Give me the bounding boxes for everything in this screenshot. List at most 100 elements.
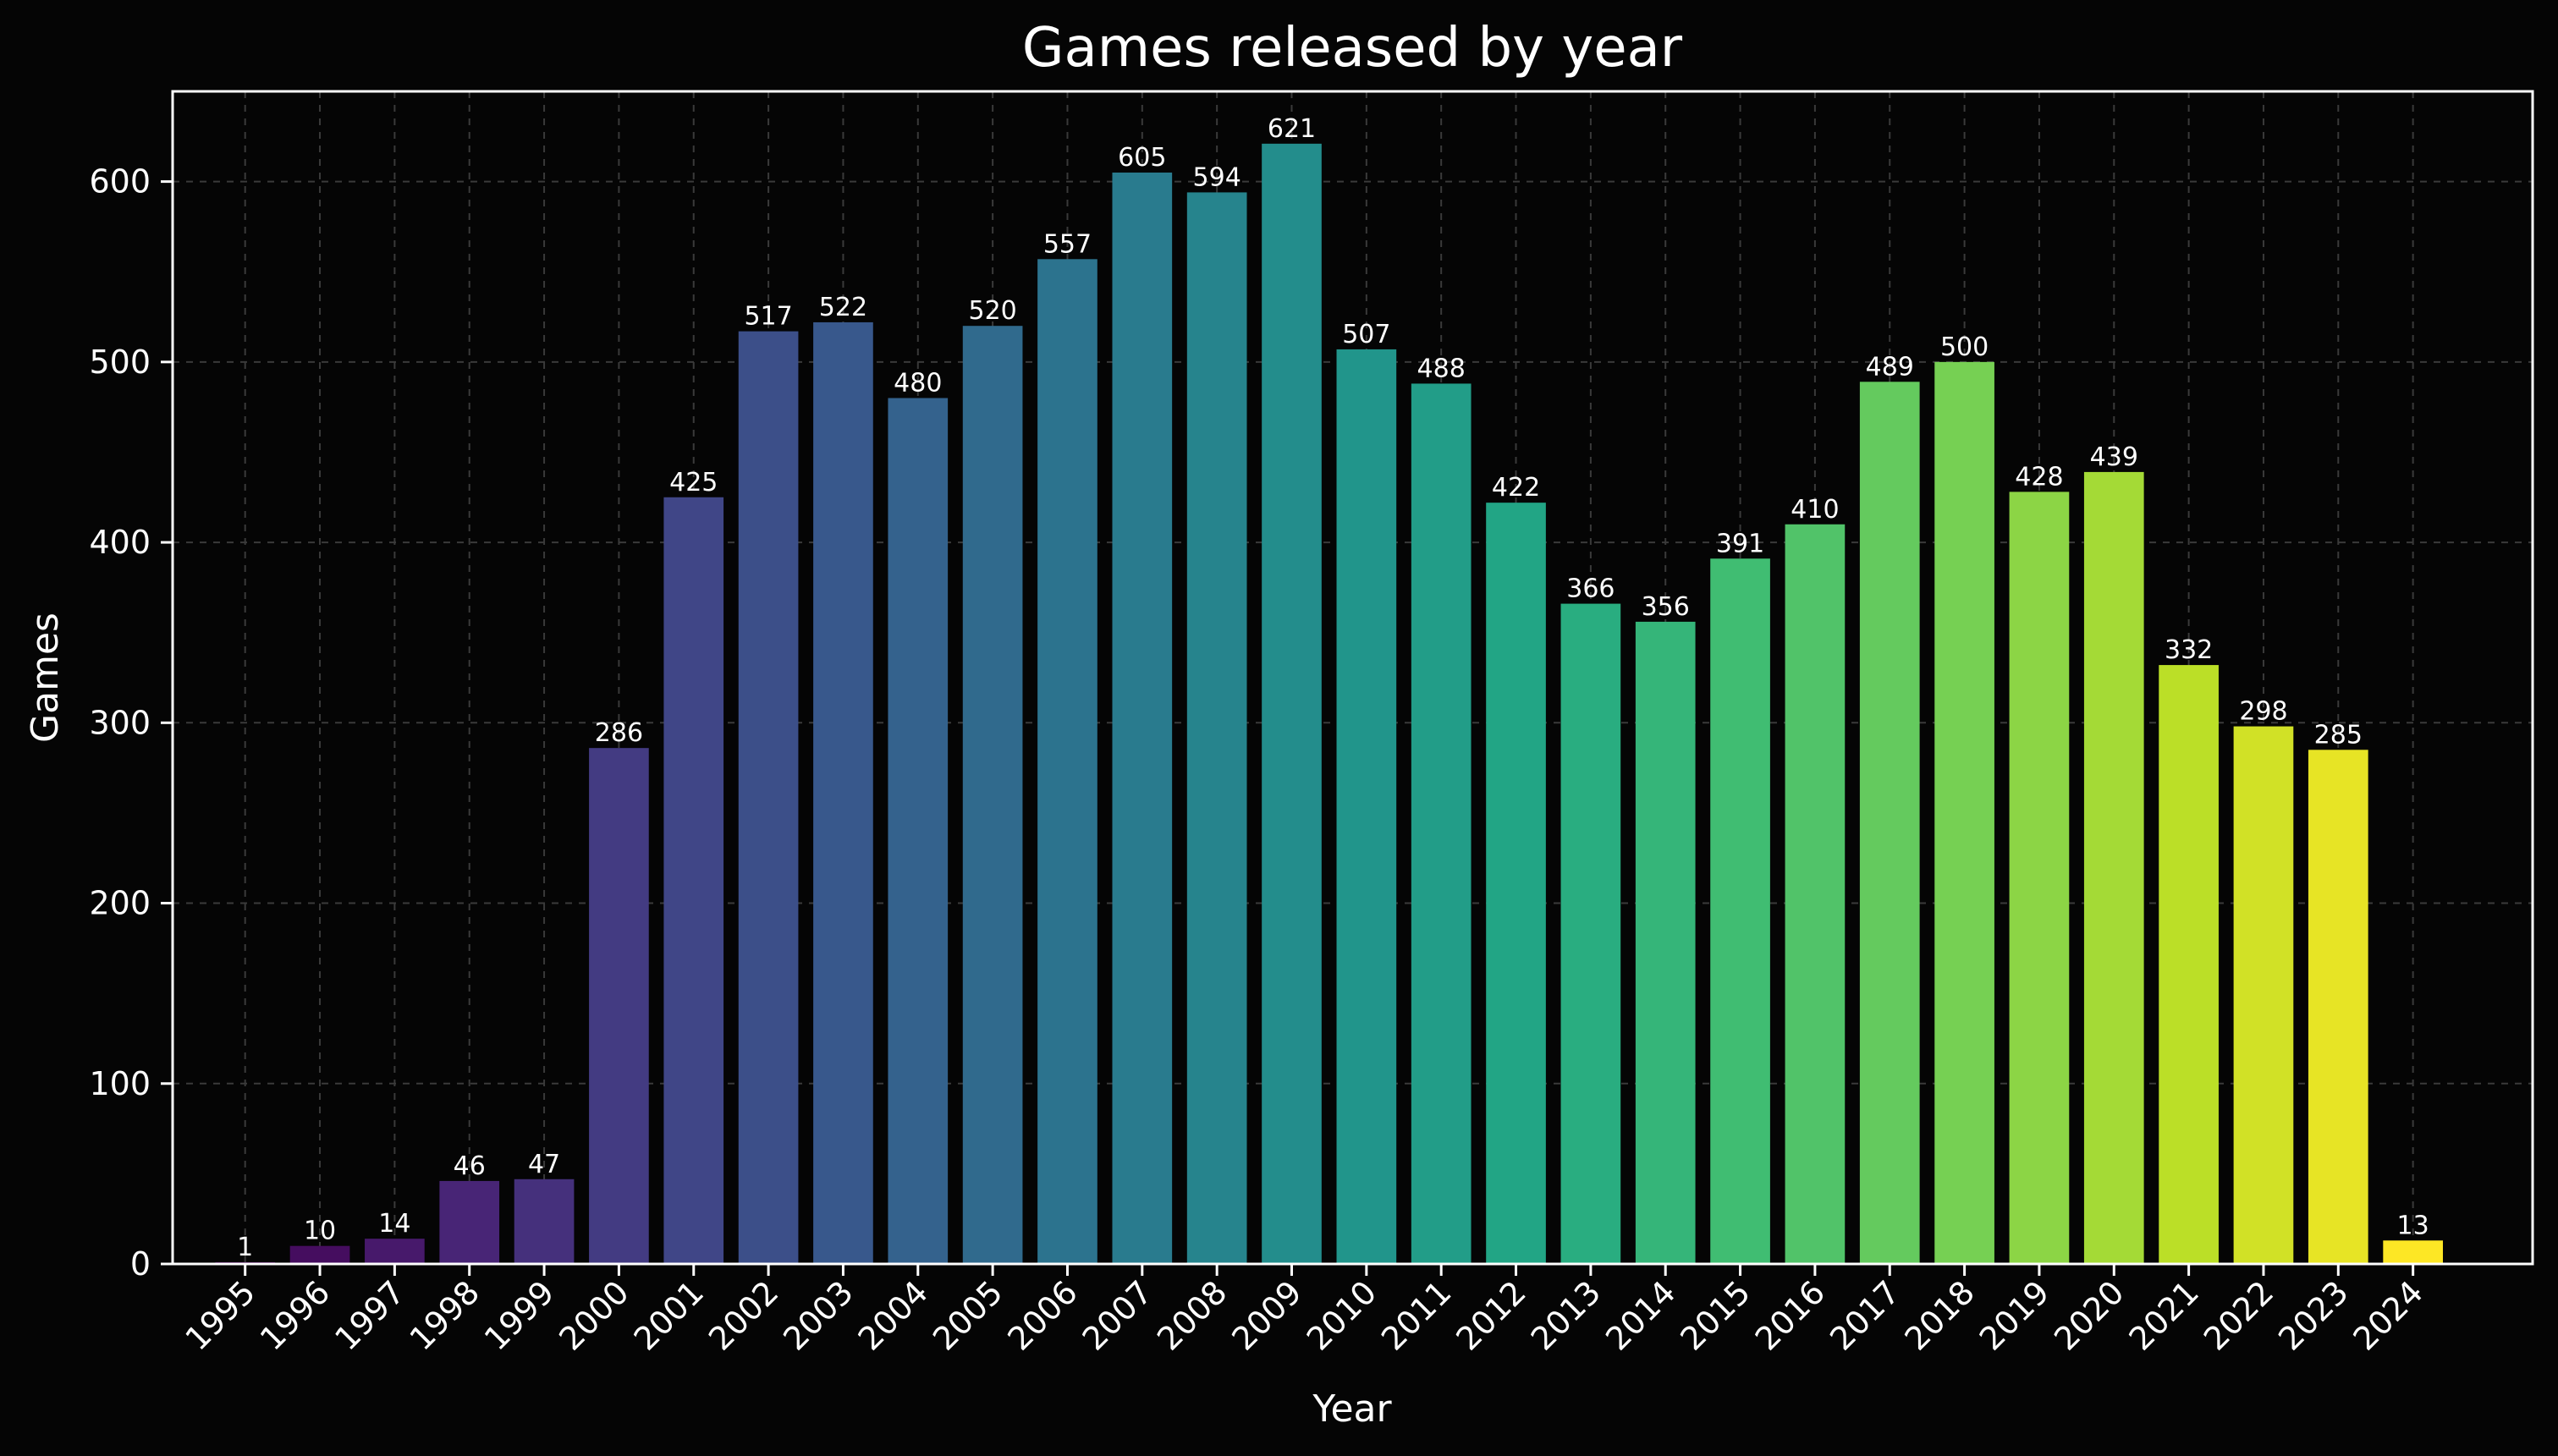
data-label-2015: 391 [1716, 529, 1764, 558]
x-tick-label: 2005 [926, 1273, 1010, 1358]
data-label-2011: 488 [1417, 354, 1466, 383]
data-label-2010: 507 [1342, 320, 1390, 349]
data-labels-layer: 1 10 14 46 47 286 425 517 522 480 520 557 605 594 621 5… [237, 114, 2429, 1262]
x-tick-label: 1999 [477, 1273, 562, 1358]
data-label-2017: 489 [1866, 352, 1914, 382]
bar-2013 [1560, 603, 1621, 1264]
data-label-1999: 47 [528, 1150, 560, 1179]
bar-2014 [1635, 621, 1696, 1264]
x-tick-label: 2009 [1224, 1273, 1309, 1358]
bar-2012 [1486, 503, 1546, 1264]
y-tick-label: 400 [89, 524, 151, 561]
bar-2022 [2233, 726, 2294, 1264]
data-label-2018: 500 [1940, 332, 1989, 362]
bar-2010 [1336, 349, 1397, 1264]
plot-frame [171, 90, 2534, 1266]
x-tick-label: 2016 [1748, 1273, 1833, 1358]
x-tick-label: 2014 [1598, 1273, 1683, 1358]
x-tick-label: 2002 [701, 1273, 786, 1358]
x-tick-label: 2023 [2271, 1273, 2356, 1358]
bar-1998 [439, 1180, 500, 1264]
data-label-2007: 605 [1118, 143, 1166, 173]
data-label-1995: 1 [237, 1233, 253, 1262]
bar-2002 [738, 331, 799, 1264]
x-axis-label: Year [1312, 1387, 1392, 1431]
data-label-1998: 46 [454, 1151, 486, 1181]
x-tick-label: 2010 [1300, 1273, 1384, 1358]
data-label-2005: 520 [968, 296, 1016, 326]
data-label-2002: 517 [744, 302, 792, 332]
x-tick-label: 2006 [1000, 1273, 1085, 1358]
x-tick-label: 2003 [776, 1273, 861, 1358]
data-label-2023: 285 [2314, 720, 2363, 750]
data-label-2003: 522 [819, 293, 867, 322]
bar-2009 [1262, 143, 1322, 1265]
x-tick-label: 2004 [851, 1273, 936, 1358]
y-tick-label: 200 [89, 885, 151, 922]
data-label-2021: 332 [2165, 635, 2213, 665]
x-tick-label: 2012 [1449, 1273, 1533, 1358]
x-tick-label: 1997 [327, 1273, 412, 1358]
data-label-2019: 428 [2015, 462, 2063, 492]
data-label-2014: 356 [1642, 592, 1690, 622]
x-tick-label: 1996 [253, 1273, 338, 1358]
bar-2024 [2383, 1240, 2443, 1264]
bar-2015 [1710, 558, 1770, 1264]
y-tick-label: 0 [130, 1245, 151, 1283]
x-tick-label: 2008 [1150, 1273, 1235, 1358]
bar-2001 [663, 497, 724, 1264]
bar-2018 [1934, 361, 1994, 1264]
data-label-2012: 422 [1492, 473, 1540, 503]
bar-2008 [1186, 192, 1247, 1265]
x-tick-label: 2001 [627, 1273, 712, 1358]
y-axis: 0 100 200 300 400 500 600 [89, 163, 173, 1283]
bar-2021 [2159, 665, 2219, 1264]
bar-2017 [1859, 382, 1920, 1265]
data-label-2013: 366 [1566, 574, 1615, 604]
x-tick-label: 2024 [2346, 1273, 2431, 1358]
data-label-2024: 13 [2397, 1211, 2429, 1240]
data-label-2022: 298 [2239, 697, 2287, 727]
bar-2005 [962, 326, 1023, 1265]
bar-2016 [1785, 524, 1846, 1264]
data-label-1996: 10 [304, 1217, 336, 1246]
data-label-1997: 14 [378, 1209, 410, 1239]
data-label-2009: 621 [1268, 114, 1316, 144]
bar-2011 [1411, 383, 1472, 1264]
data-label-2001: 425 [669, 468, 718, 497]
y-tick-label: 100 [89, 1065, 151, 1102]
bar-1996 [289, 1245, 350, 1264]
data-label-2006: 557 [1043, 229, 1092, 259]
x-tick-label: 2019 [1972, 1273, 2057, 1358]
x-tick-label: 2020 [2047, 1273, 2132, 1358]
bar-1997 [365, 1239, 425, 1264]
bar-2023 [2308, 750, 2368, 1264]
y-axis-label: Games [24, 613, 67, 743]
x-tick-label: 2018 [1897, 1273, 1982, 1358]
bar-2004 [888, 398, 949, 1264]
x-tick-label: 2011 [1374, 1273, 1459, 1358]
data-label-2016: 410 [1791, 495, 1839, 525]
bar-1999 [514, 1179, 575, 1264]
bars-layer [215, 143, 2443, 1265]
bar-2019 [2009, 492, 2070, 1264]
chart-title: Games released by year [1022, 17, 1683, 80]
bar-2006 [1037, 259, 1097, 1264]
data-label-2000: 286 [595, 718, 643, 748]
x-tick-label: 2022 [2197, 1273, 2281, 1358]
x-tick-label: 2017 [1823, 1273, 1907, 1358]
x-axis: 1995199619971998199920002001200220032004… [179, 1264, 2430, 1358]
x-tick-label: 2021 [2121, 1273, 2206, 1358]
data-label-2008: 594 [1193, 162, 1241, 192]
x-tick-label: 2013 [1524, 1273, 1609, 1358]
data-label-2004: 480 [894, 368, 942, 398]
x-tick-label: 1995 [179, 1273, 263, 1358]
bar-2007 [1112, 172, 1173, 1264]
y-tick-label: 600 [89, 163, 151, 201]
y-tick-label: 500 [89, 343, 151, 381]
data-label-2020: 439 [2090, 442, 2138, 472]
x-tick-label: 2007 [1075, 1273, 1160, 1358]
x-tick-label: 2015 [1673, 1273, 1758, 1358]
bar-2003 [813, 321, 873, 1264]
